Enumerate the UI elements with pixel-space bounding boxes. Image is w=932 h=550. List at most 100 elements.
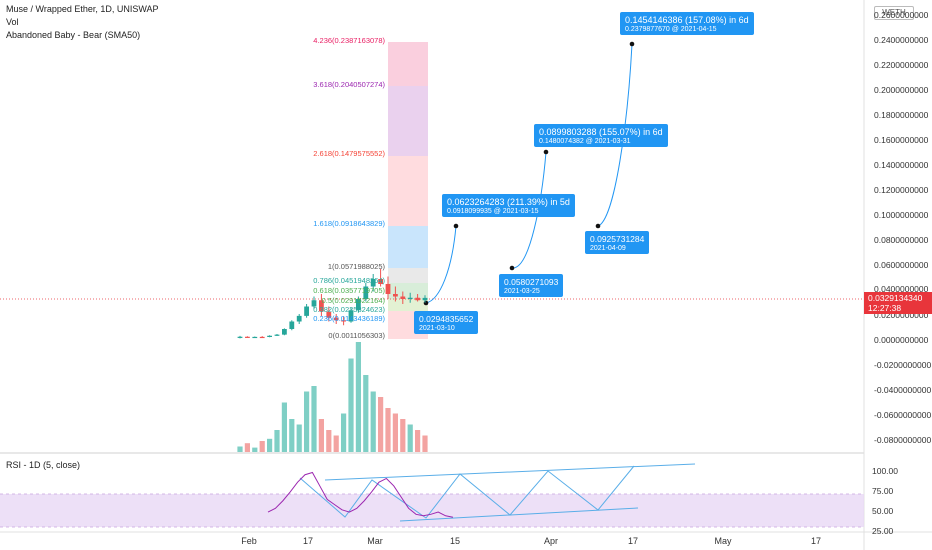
candle-body [326, 311, 332, 318]
volume-bar [407, 424, 413, 452]
symbol-title[interactable]: Muse / Wrapped Ether, 1D, UNISWAP [6, 4, 159, 14]
volume-bar [415, 430, 421, 452]
point-callout-apr09[interactable]: 0.0925731284 2021-04-09 [585, 231, 650, 254]
currency-button[interactable]: WETH [874, 6, 914, 20]
candle-body [333, 317, 339, 321]
price-tick: -0.0600000000 [874, 410, 932, 420]
price-tick: 0.0600000000 [874, 260, 929, 270]
rsi-trendlines [299, 463, 696, 522]
callout-text: 0.0580271093 [504, 277, 559, 287]
candle-body [252, 336, 258, 339]
volume-bar [274, 430, 280, 452]
callout-text: 0.0623264283 (211.39%) in 5d [447, 197, 570, 207]
fib-label-0236: 0.236(0.0143436189) [313, 314, 385, 323]
time-tick: 17 [810, 536, 822, 546]
projection-curves [425, 43, 633, 304]
candle-body [363, 286, 369, 299]
fib-label-1618: 1.618(0.0918643829) [313, 219, 385, 228]
volume-bar [311, 386, 317, 452]
price-tick: 0.1400000000 [874, 160, 929, 170]
volume-bar [392, 413, 398, 452]
candle-body [415, 297, 420, 301]
fib-label-0: 0(0.0011056303) [328, 331, 385, 340]
volume-bar [259, 441, 265, 452]
volume-bar [355, 342, 361, 452]
fib-label-3618: 3.618(0.2040507274) [313, 80, 385, 89]
point-callout-mar10[interactable]: 0.0294835652 2021-03-10 [414, 311, 479, 334]
callout-subtext: 2021-03-10 [419, 325, 455, 332]
price-tick: 0.1600000000 [874, 135, 929, 145]
price-tick: -0.0800000000 [874, 435, 932, 445]
price-tick: 0.1800000000 [874, 110, 929, 120]
price-tick: 0.1000000000 [874, 210, 929, 220]
price-tick: 0.2400000000 [874, 35, 929, 45]
candle-body [393, 294, 398, 297]
projection-points [423, 41, 635, 306]
projection-callout-1[interactable]: 0.1454146386 (157.08%) in 6d 0.237987767… [620, 12, 754, 35]
candle-body [267, 335, 272, 337]
callout-subtext: 0.2379877670 @ 2021-04-15 [625, 26, 717, 33]
callout-subtext: 2021-04-09 [590, 245, 626, 252]
fib-label-1: 1(0.0571988025) [327, 262, 385, 271]
volume-bar [289, 419, 295, 452]
price-tick: 0.0000000000 [874, 335, 929, 345]
volume-bar [363, 375, 369, 452]
candle-body [400, 296, 406, 299]
projection-callout-2[interactable]: 0.0899803288 (155.07%) in 6d 0.148007438… [534, 124, 668, 147]
volume-bar [281, 402, 287, 452]
indicator-legend[interactable]: Abandoned Baby - Bear (SMA50) [6, 30, 141, 40]
price-tick: -0.0400000000 [874, 385, 932, 395]
candle-body [348, 310, 354, 322]
candle-body [282, 329, 287, 335]
fib-extension-column [388, 42, 428, 339]
volume-bar [333, 435, 339, 452]
price-tick: 0.0200000000 [874, 310, 929, 320]
candle-body [341, 320, 346, 322]
callout-text: 0.1454146386 (157.08%) in 6d [625, 15, 749, 25]
volume-bar [296, 424, 302, 452]
candle-body [311, 300, 317, 307]
bar-countdown: 12:27:38 [868, 303, 902, 313]
volume-bar [400, 419, 406, 452]
candle-body [422, 297, 428, 301]
callout-subtext: 0.0918099935 @ 2021-03-15 [447, 208, 539, 215]
candle-body [385, 284, 391, 294]
volume-bar [267, 438, 273, 452]
price-tick: 0.2200000000 [874, 60, 929, 70]
callout-text: 0.0925731284 [590, 234, 645, 244]
volume-bar [252, 447, 258, 452]
price-tick: 0.0800000000 [874, 235, 929, 245]
volume-bar [237, 446, 243, 452]
rsi-legend[interactable]: RSI - 1D (5, close) [6, 460, 81, 470]
time-tick: May [714, 536, 732, 546]
callout-text: 0.0294835652 [419, 314, 474, 324]
price-tick: 0.2600000000 [874, 10, 929, 20]
candle-body [304, 306, 309, 316]
candle-body [370, 279, 376, 287]
time-tick: Mar [367, 536, 383, 546]
volume-bar [304, 391, 310, 452]
fib-label-2618: 2.618(0.1479575552) [313, 149, 385, 158]
rsi-tick: 75.00 [872, 486, 894, 496]
fib-label-0618: 0.618(0.0357719705) [313, 286, 385, 295]
projection-callout-3[interactable]: 0.0623264283 (211.39%) in 5d 0.091809993… [442, 194, 575, 217]
time-tick: 15 [449, 536, 461, 546]
candle-body [319, 300, 324, 312]
current-price-value: 0.0329134340 [868, 293, 923, 303]
volume-bar [326, 430, 332, 452]
volume-bar [341, 413, 347, 452]
volume-bar [244, 443, 250, 452]
price-tick: 0.1200000000 [874, 185, 929, 195]
volume-bar [378, 397, 384, 452]
candle-body [356, 299, 361, 311]
price-tick: 0.0400000000 [874, 284, 929, 294]
volume-legend[interactable]: Vol [6, 17, 19, 27]
time-tick: Apr [543, 536, 559, 546]
callout-subtext: 2021-03-25 [504, 288, 540, 295]
candle-body [289, 321, 295, 329]
point-callout-mar25[interactable]: 0.0580271093 2021-03-25 [499, 274, 564, 297]
time-tick: 17 [627, 536, 639, 546]
candle-body [259, 336, 265, 339]
volume-bar [348, 358, 354, 452]
